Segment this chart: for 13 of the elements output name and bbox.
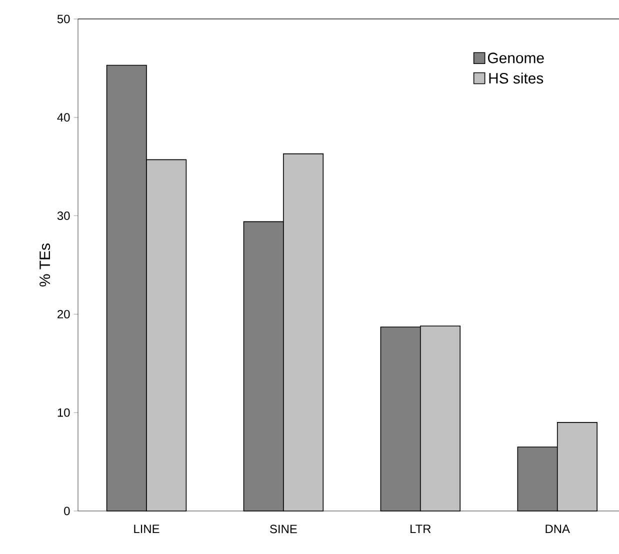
y-tick-label: 30	[57, 212, 70, 220]
y-tick-label: 40	[57, 113, 70, 122]
y-tick-label: 50	[57, 14, 70, 24]
y-axis-title: % TEs	[40, 244, 50, 286]
y-tick-label: 0	[64, 506, 70, 516]
y-tick-label: 10	[58, 408, 70, 417]
x-tick-label: DNA	[546, 524, 570, 533]
x-tick-label: LINE	[134, 524, 160, 533]
x-tick-label: LTR	[410, 524, 431, 533]
legend-label: HS sites	[489, 72, 544, 84]
x-tick-label: SINE	[270, 524, 297, 534]
legend-label: Genome	[488, 52, 544, 64]
y-tick-label: 20	[58, 310, 70, 318]
